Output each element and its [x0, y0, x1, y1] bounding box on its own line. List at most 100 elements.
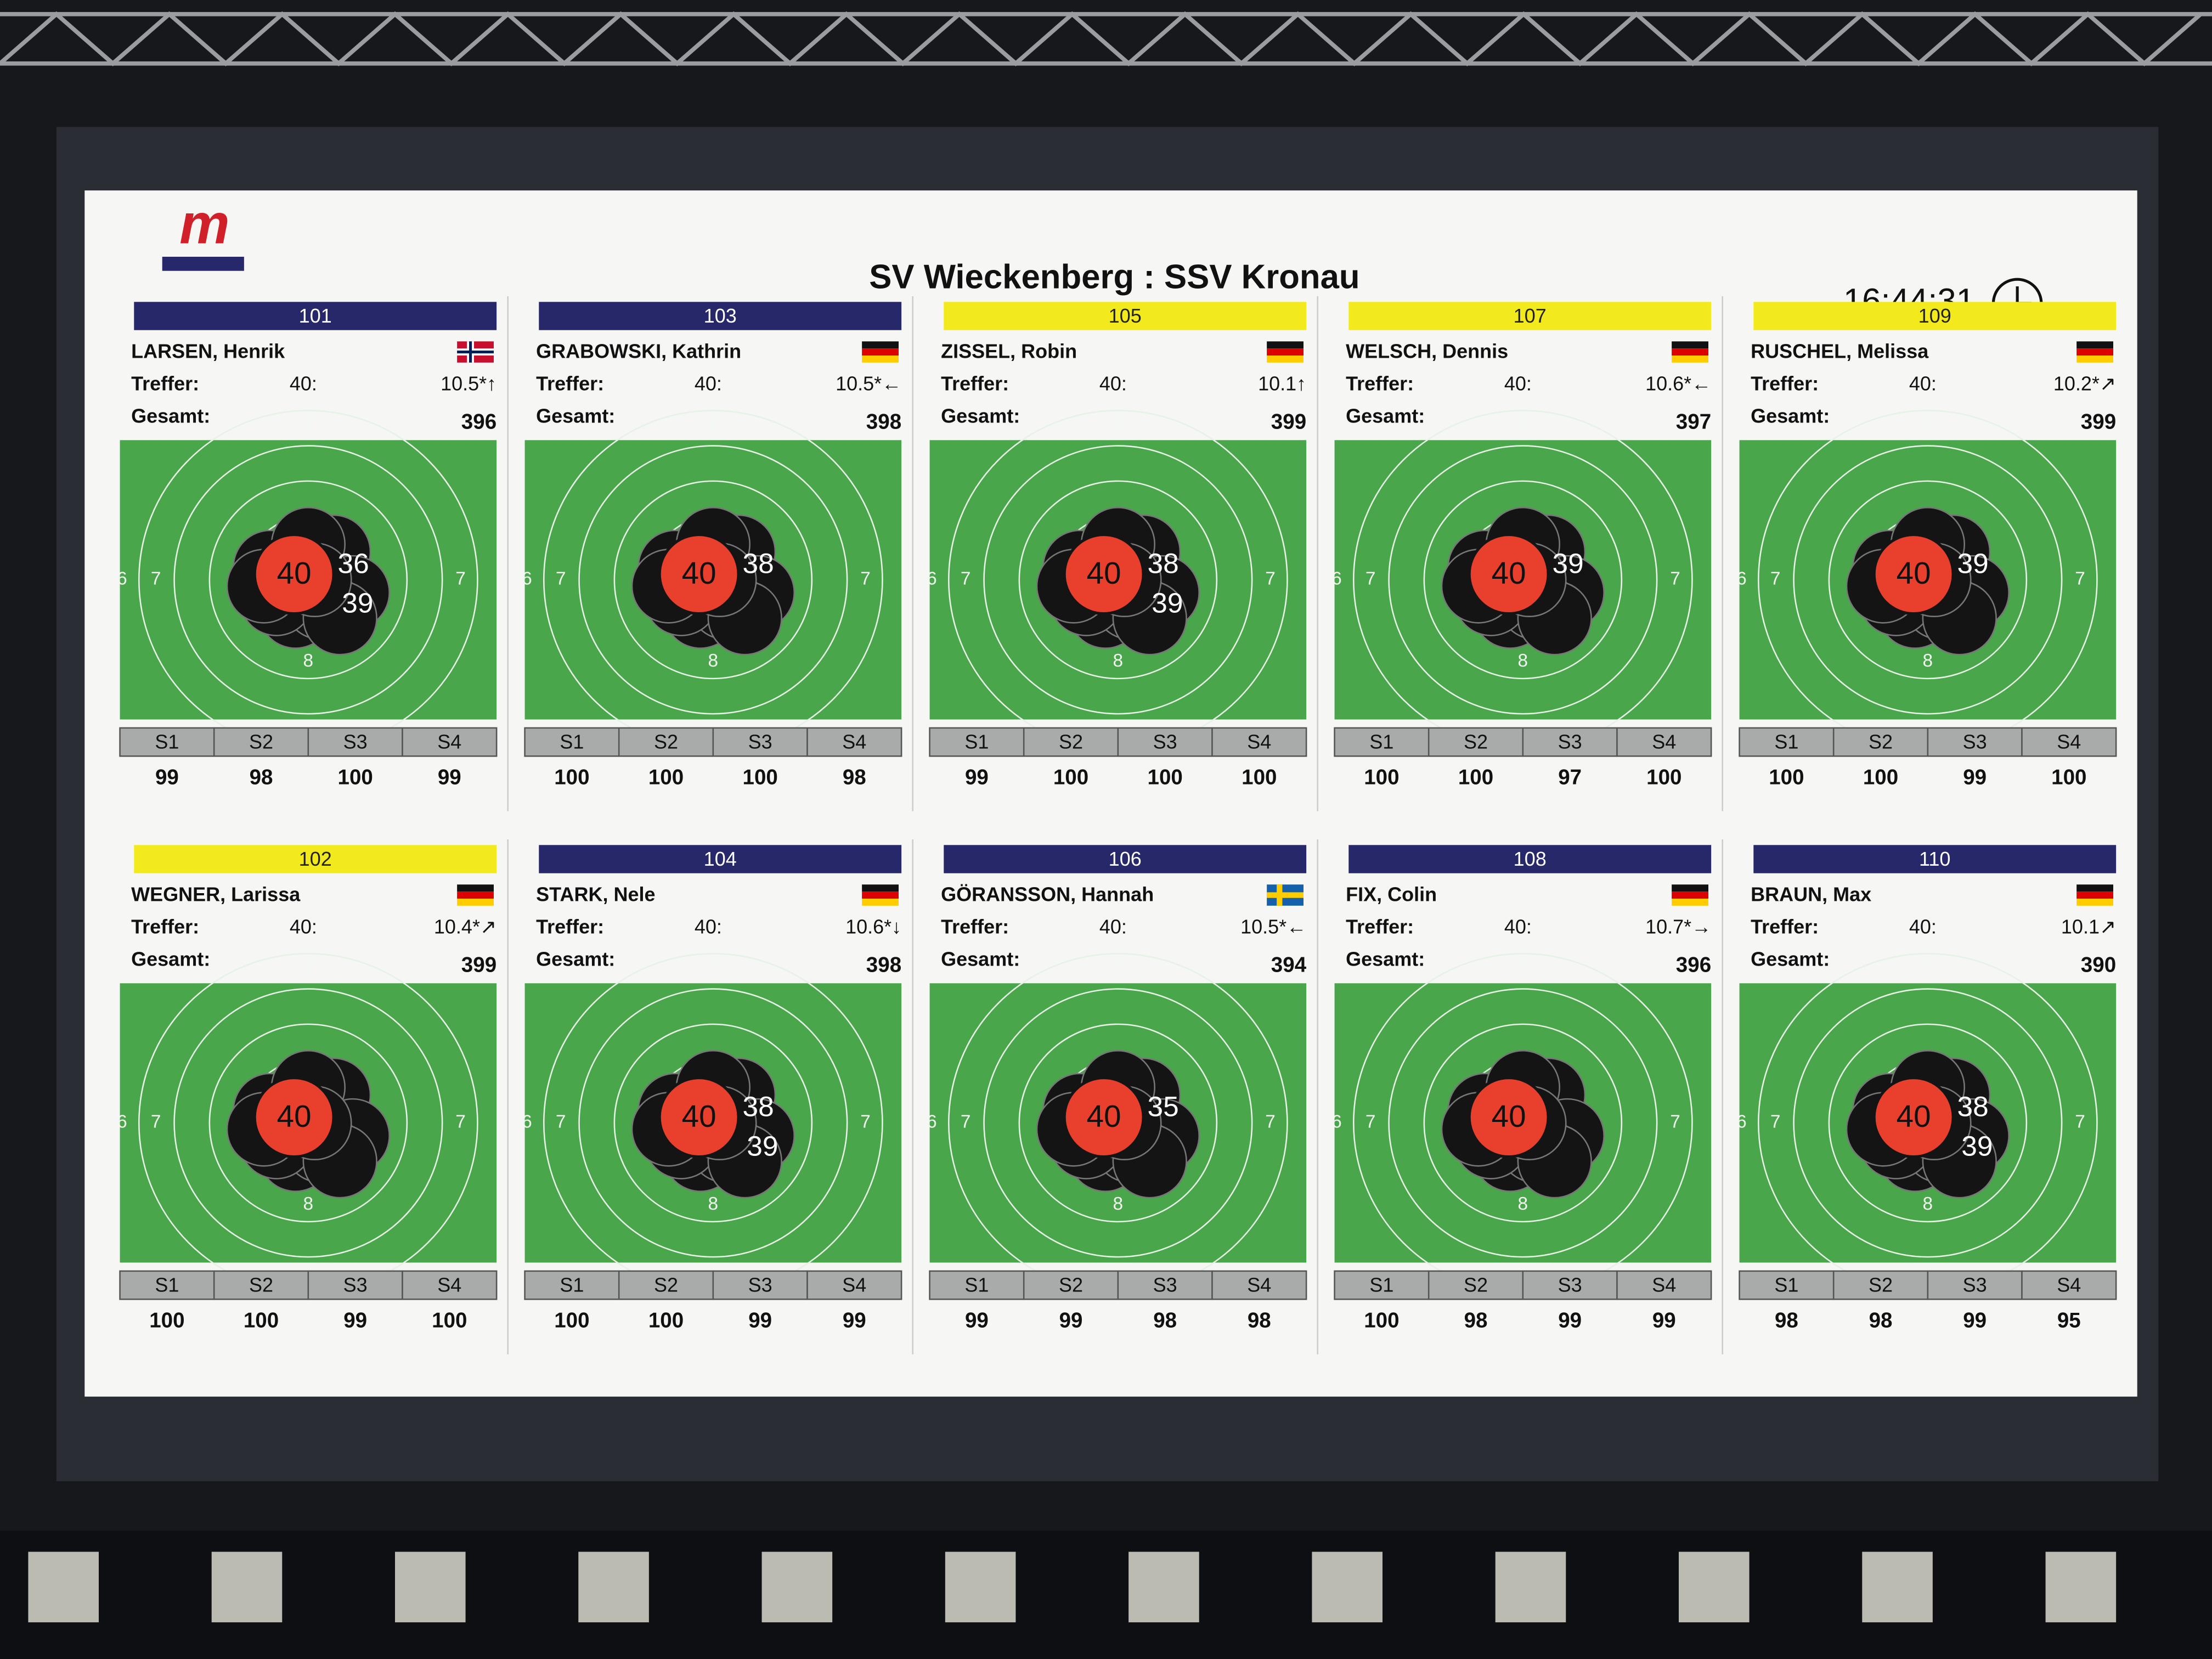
total-label: Gesamt: — [131, 405, 210, 427]
series-label: S2 — [1059, 731, 1083, 753]
target-ring — [1793, 988, 2063, 1258]
last-shot-marker — [658, 1076, 740, 1159]
flag-cross — [1267, 892, 1304, 898]
target-ring — [613, 480, 813, 680]
ring-number: 8 — [303, 1194, 314, 1214]
series-box — [2021, 1270, 2117, 1300]
series-label: S3 — [1558, 1274, 1582, 1296]
lane-bar — [1348, 845, 1712, 873]
series-label: S2 — [654, 1274, 678, 1296]
last-shot: 10.1↗ — [2061, 916, 2116, 938]
hits-count: 40: — [290, 916, 317, 938]
shot-number: 38 — [1957, 1091, 1989, 1122]
light — [578, 1551, 649, 1623]
flag-stripe — [2076, 884, 2113, 892]
series-score: 99 — [748, 1309, 772, 1333]
series-score: 100 — [648, 766, 684, 789]
series-score: 98 — [1464, 1309, 1488, 1333]
hits-count: 40: — [1909, 373, 1937, 395]
ring-number: 7 — [1365, 1112, 1376, 1132]
series-label: S3 — [748, 731, 772, 753]
series-box — [1616, 1270, 1712, 1300]
ring-number: 7 — [1265, 1112, 1276, 1132]
series-label: S4 — [2057, 1274, 2081, 1296]
ring-number: 8 — [1518, 1194, 1528, 1214]
logo-bar — [162, 257, 244, 271]
shooter-name: FIX, Colin — [1346, 883, 1437, 905]
total-score: 396 — [1676, 953, 1711, 977]
series-label: S1 — [560, 731, 584, 753]
series-label: S2 — [1464, 731, 1488, 753]
series-label: S4 — [842, 1274, 866, 1296]
ring-number: 7 — [1365, 569, 1376, 589]
series-label: S3 — [1153, 1274, 1177, 1296]
shot-number: 35 — [1148, 1091, 1179, 1122]
ring-number: 7 — [1923, 957, 1933, 977]
series-score: 100 — [1863, 766, 1898, 789]
ring-number: 7 — [455, 1112, 466, 1132]
target-ring — [1018, 1023, 1218, 1223]
series-label: S1 — [1774, 1274, 1798, 1296]
series-box — [1023, 727, 1119, 757]
target-ring — [983, 445, 1253, 715]
series-score: 98 — [1775, 1309, 1798, 1333]
ring-number: 7 — [1670, 1112, 1680, 1132]
series-label: S4 — [1247, 1274, 1271, 1296]
series-box — [1334, 727, 1430, 757]
last-shot: 10.6*↓ — [845, 916, 901, 938]
light — [395, 1551, 466, 1623]
series-box — [1739, 727, 1835, 757]
ring-number: 7 — [1265, 569, 1276, 589]
ring-number: 7 — [860, 1112, 871, 1132]
series-score: 99 — [843, 1309, 866, 1333]
series-label: S2 — [1059, 1274, 1083, 1296]
ring-number: 7 — [556, 569, 566, 589]
flag-stripe — [862, 884, 899, 892]
ring-number: 7 — [556, 1112, 566, 1132]
total-score: 398 — [866, 953, 901, 977]
series-score: 99 — [155, 766, 179, 789]
series-score: 95 — [2057, 1309, 2081, 1333]
series-score: 100 — [1364, 1309, 1399, 1333]
shot-number: 38 — [743, 548, 774, 579]
total-score: 399 — [1271, 410, 1306, 434]
flag-stripe — [2076, 891, 2113, 899]
lane-number: 104 — [704, 848, 737, 870]
series-score: 99 — [1652, 1309, 1676, 1333]
ring-number: 6 — [117, 569, 127, 589]
hits-label: Treffer: — [536, 916, 604, 938]
series-score: 98 — [843, 766, 866, 789]
series-label: S2 — [249, 1274, 273, 1296]
last-shot-marker — [1468, 533, 1550, 616]
hits-label: Treffer: — [1751, 916, 1819, 938]
hits-label: Treffer: — [941, 916, 1009, 938]
shot-number: 39 — [1961, 1130, 1993, 1162]
target-ring — [1828, 1023, 2028, 1223]
series-score: 98 — [250, 766, 273, 789]
series-label: S3 — [1963, 731, 1987, 753]
light — [761, 1551, 833, 1623]
ring-number: 7 — [2075, 1112, 2085, 1132]
ring-number: 7 — [151, 569, 161, 589]
lane-number: 106 — [1109, 848, 1142, 870]
series-score: 99 — [965, 1309, 989, 1333]
series-score: 100 — [432, 1309, 467, 1333]
shooter-card: 104 STARK, Nele Treffer: 40: 10.6*↓ Gesamt: 39… — [522, 839, 914, 1355]
series-box — [1616, 727, 1712, 757]
last-shot-number: 40 — [277, 1099, 312, 1133]
ring-number: 7 — [2075, 569, 2085, 589]
ring-number: 7 — [1770, 1112, 1781, 1132]
shooter-card: 106 GÖRANSSON, Hannah Treffer: 40: 10.5*← Ges… — [927, 839, 1318, 1355]
series-box — [1211, 727, 1307, 757]
lane-number: 108 — [1514, 848, 1547, 870]
series-score: 100 — [1769, 766, 1804, 789]
lane-number: 110 — [1919, 848, 1950, 870]
series-box — [2021, 727, 2117, 757]
series-box — [119, 1270, 215, 1300]
last-shot: 10.5*← — [1240, 916, 1306, 938]
flag-stripe — [2076, 341, 2113, 349]
lane-number: 107 — [1514, 304, 1547, 327]
ring-number: 6 — [1736, 1112, 1747, 1132]
lane-bar — [1753, 302, 2117, 330]
